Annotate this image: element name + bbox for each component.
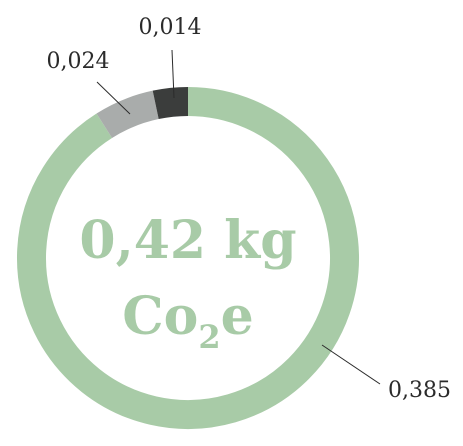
slice-label-1: 0,385 bbox=[388, 378, 451, 403]
slice-label-3: 0,014 bbox=[139, 15, 202, 40]
center-unit-main: Co bbox=[122, 286, 198, 347]
center-unit-end: e bbox=[221, 286, 254, 347]
donut-slice-2 bbox=[96, 90, 160, 139]
center-total-value: 0,42 kg bbox=[79, 210, 296, 271]
slice-label-2: 0,024 bbox=[47, 49, 110, 74]
center-unit-label: Co2e bbox=[122, 286, 253, 356]
leader-lines bbox=[96, 49, 381, 385]
leader-line-2 bbox=[96, 81, 131, 115]
center-unit-subscript: 2 bbox=[198, 318, 220, 356]
slice-labels: 0,385 0,024 0,014 bbox=[47, 15, 451, 403]
donut-slice-3 bbox=[152, 87, 189, 120]
leader-line-3 bbox=[171, 49, 175, 99]
donut-slice-1 bbox=[17, 87, 359, 429]
leader-line-1 bbox=[321, 344, 381, 385]
